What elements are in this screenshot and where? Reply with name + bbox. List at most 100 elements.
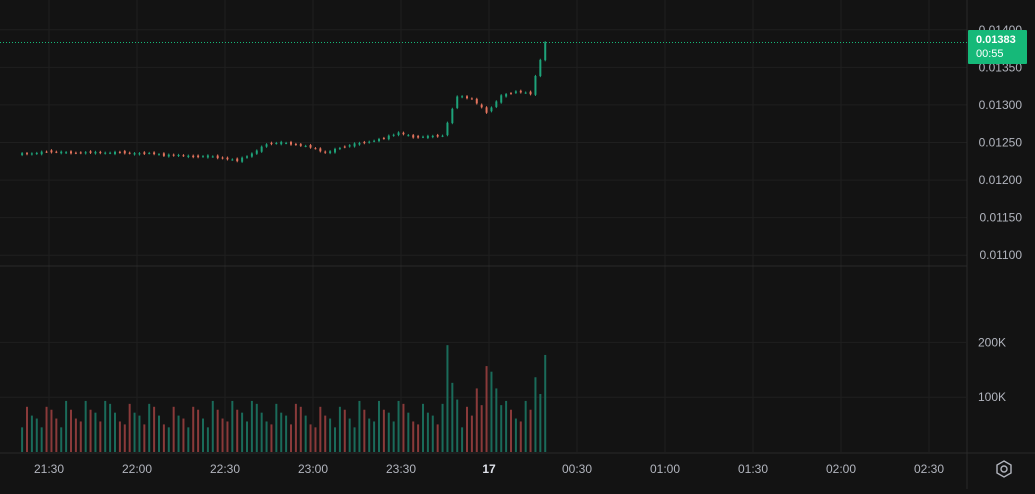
candle-body <box>299 144 302 146</box>
price-tick-label: 0.01250 <box>979 136 1023 150</box>
candle-body <box>510 93 512 95</box>
candle-body <box>275 143 278 145</box>
volume-bar <box>45 406 48 452</box>
volume-bar <box>265 421 268 452</box>
candle-body <box>241 157 244 162</box>
candle-body <box>519 90 522 93</box>
volume-bar <box>334 427 336 452</box>
volume-bar <box>172 406 175 452</box>
volume-bar <box>211 400 214 452</box>
volume-bar <box>539 393 542 452</box>
volume-bar <box>123 424 126 452</box>
volume-bar <box>324 415 327 452</box>
candle-body <box>514 91 517 93</box>
volume-bar <box>373 421 376 452</box>
volume-bar <box>60 427 63 452</box>
candle-body <box>133 153 136 155</box>
candle-body <box>407 135 410 137</box>
volume-bar <box>519 421 522 452</box>
candle-body <box>270 142 273 145</box>
candle-body <box>104 152 107 154</box>
candle-body <box>202 156 204 158</box>
candle-body <box>485 107 488 113</box>
candle-body <box>534 76 537 95</box>
volume-bar <box>177 415 180 452</box>
candle-body <box>65 152 68 154</box>
candle-body <box>505 94 508 97</box>
volume-bar <box>236 409 239 452</box>
candle-body <box>422 136 424 138</box>
volume-bar <box>461 427 464 452</box>
candle-body <box>338 148 341 150</box>
volume-bar <box>21 427 24 452</box>
settings-icon[interactable] <box>993 458 1015 480</box>
volume-bar <box>99 421 102 452</box>
volume-bar <box>451 382 454 452</box>
volume-bar <box>55 418 58 452</box>
candles <box>21 41 547 163</box>
volume-bar <box>260 412 263 452</box>
candle-body <box>397 132 400 136</box>
candle-body <box>138 153 141 155</box>
price-tick-label: 0.01150 <box>980 211 1023 225</box>
candle-body <box>343 146 346 148</box>
candle-body <box>70 151 72 154</box>
candle-body <box>539 59 542 77</box>
candle-body <box>436 135 439 137</box>
candle-body <box>260 146 263 152</box>
volume-bar <box>329 418 332 452</box>
candle-body <box>358 142 361 145</box>
candle-body <box>231 159 234 161</box>
candle-body <box>495 101 498 107</box>
volume-bar <box>422 403 424 452</box>
volume-bar <box>104 400 107 452</box>
time-tick-label: 22:00 <box>122 462 152 476</box>
volume-bar <box>94 412 97 452</box>
volume-bar <box>475 388 478 452</box>
candle-body <box>236 158 239 162</box>
time-tick-label: 23:00 <box>298 462 328 476</box>
candle-body <box>480 104 483 108</box>
candle-body <box>461 96 464 98</box>
candle-body <box>265 144 268 147</box>
last-price-label: 0.01383 <box>976 34 1016 46</box>
volume-bar <box>514 418 517 452</box>
volume-bar <box>363 409 366 452</box>
volume-bar <box>40 427 43 452</box>
volume-bar <box>446 345 449 452</box>
volume-bar <box>304 415 307 452</box>
time-tick-label: 23:30 <box>386 462 416 476</box>
volume-bar <box>338 406 341 452</box>
volume-bar <box>417 424 420 452</box>
candle-body <box>334 148 336 153</box>
candle-body <box>500 95 503 103</box>
candle-body <box>280 141 283 145</box>
volume-bar <box>309 424 312 452</box>
volume-bar <box>255 403 258 452</box>
candle-body <box>26 153 28 155</box>
candle-body <box>167 154 170 157</box>
time-tick-label: 21:30 <box>34 462 64 476</box>
volume-bar <box>128 403 131 452</box>
volume-bar <box>378 400 380 452</box>
volume-bar <box>392 421 395 452</box>
volume-bar <box>206 427 209 452</box>
candle-body <box>294 144 297 146</box>
volume-bar <box>270 424 273 452</box>
volume-bar <box>402 403 405 452</box>
volume-tick-label: 200K <box>978 335 1006 349</box>
volume-bar <box>158 415 160 452</box>
volume-bar <box>534 377 537 452</box>
volume-bar <box>480 405 483 452</box>
candle-body <box>441 135 444 137</box>
candle-body <box>431 135 434 138</box>
candle-body <box>221 157 224 159</box>
volume-bar <box>30 415 33 452</box>
volume-bar <box>79 421 82 452</box>
candle-body <box>50 150 53 153</box>
volume-bar <box>153 406 156 452</box>
candle-body <box>158 154 160 156</box>
